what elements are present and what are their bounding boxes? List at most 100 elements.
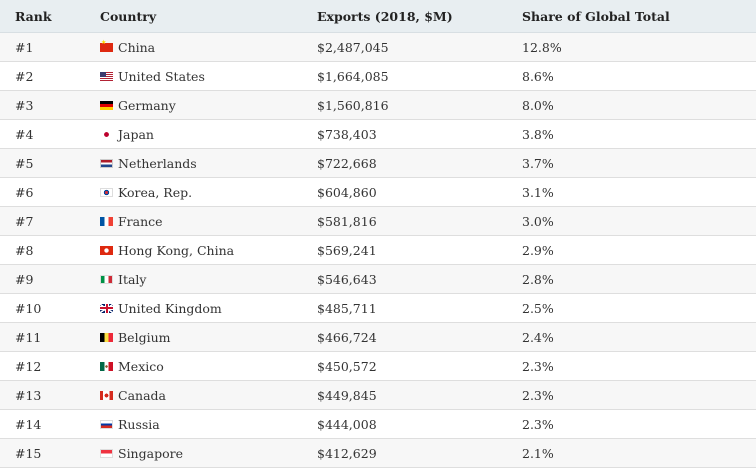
exports-cell: $412,629 [317, 445, 377, 461]
country-name: Germany [118, 97, 176, 113]
country-name: Singapore [118, 445, 183, 461]
exports-cell: $581,816 [317, 213, 377, 229]
country-cell: Belgium [100, 330, 317, 345]
exports-cell: $444,008 [317, 416, 377, 432]
country-cell: Hong Kong, China [100, 243, 317, 258]
mexico-flag-icon [100, 361, 113, 371]
country-cell: Italy [100, 272, 317, 287]
russia-flag-icon [100, 419, 113, 429]
header-rank[interactable]: Rank [15, 8, 52, 24]
rank-cell: #9 [15, 271, 34, 287]
rank-cell: #14 [15, 416, 42, 432]
country-cell: Japan [100, 127, 317, 142]
country-cell: Netherlands [100, 156, 317, 171]
table-row: #14 Russia $444,008 2.3% [0, 410, 756, 439]
country-name: Russia [118, 416, 160, 432]
exports-cell: $546,643 [317, 271, 377, 287]
share-cell: 2.3% [522, 358, 554, 374]
share-cell: 2.5% [522, 300, 554, 316]
rank-cell: #11 [15, 329, 42, 345]
table-row: #10 United Kingdom $485,711 2.5% [0, 294, 756, 323]
japan-flag-icon [100, 129, 113, 139]
rank-cell: #13 [15, 387, 42, 403]
singapore-flag-icon [100, 448, 113, 458]
country-name: Mexico [118, 358, 164, 374]
table-row: #1 China $2,487,045 12.8% [0, 33, 756, 62]
table-row: #12 Mexico $450,572 2.3% [0, 352, 756, 381]
rank-cell: #12 [15, 358, 42, 374]
country-cell: China [100, 39, 317, 55]
table-row: #6 Korea, Rep. $604,860 3.1% [0, 178, 756, 207]
share-cell: 2.1% [522, 445, 554, 461]
table-row: #15 Singapore $412,629 2.1% [0, 439, 756, 468]
rank-cell: #4 [15, 126, 34, 142]
country-cell: Canada [100, 388, 317, 403]
table-row: #7 France $581,816 3.0% [0, 207, 756, 236]
table-row: #5 Netherlands $722,668 3.7% [0, 149, 756, 178]
us-flag-icon [100, 71, 113, 81]
country-cell: France [100, 214, 317, 229]
table-row: #8 Hong Kong, China $569,241 2.9% [0, 236, 756, 265]
table-header: Rank Country Exports (2018, $M) Share of… [0, 0, 756, 33]
exports-cell: $604,860 [317, 184, 377, 200]
country-name: Hong Kong, China [118, 242, 235, 258]
country-cell: Singapore [100, 446, 317, 461]
belgium-flag-icon [100, 332, 113, 342]
exports-cell: $2,487,045 [317, 39, 389, 55]
rank-cell: #8 [15, 242, 34, 258]
share-cell: 8.0% [522, 97, 554, 113]
hong-kong-flag-icon [100, 245, 113, 255]
table-row: #13 Canada $449,845 2.3% [0, 381, 756, 410]
share-cell: 2.9% [522, 242, 554, 258]
exports-cell: $1,664,085 [317, 68, 389, 84]
rank-cell: #6 [15, 184, 34, 200]
country-cell: United Kingdom [100, 301, 317, 316]
header-share[interactable]: Share of Global Total [522, 8, 670, 24]
china-flag-icon [100, 39, 113, 52]
korea-flag-icon [100, 187, 113, 197]
share-cell: 3.8% [522, 126, 554, 142]
exports-cell: $466,724 [317, 329, 377, 345]
country-cell: Germany [100, 98, 317, 113]
share-cell: 3.0% [522, 213, 554, 229]
share-cell: 2.3% [522, 416, 554, 432]
share-cell: 2.8% [522, 271, 554, 287]
table-row: #4 Japan $738,403 3.8% [0, 120, 756, 149]
exports-cell: $450,572 [317, 358, 377, 374]
share-cell: 2.3% [522, 387, 554, 403]
country-name: Canada [118, 387, 166, 403]
share-cell: 2.4% [522, 329, 554, 345]
exports-cell: $722,668 [317, 155, 377, 171]
exports-cell: $1,560,816 [317, 97, 389, 113]
header-exports[interactable]: Exports (2018, $M) [317, 8, 453, 24]
share-cell: 3.1% [522, 184, 554, 200]
country-name: France [118, 213, 163, 229]
netherlands-flag-icon [100, 158, 113, 168]
rank-cell: #3 [15, 97, 34, 113]
rank-cell: #5 [15, 155, 34, 171]
table-row: #9 Italy $546,643 2.8% [0, 265, 756, 294]
exports-cell: $738,403 [317, 126, 377, 142]
uk-flag-icon [100, 303, 113, 313]
rank-cell: #7 [15, 213, 34, 229]
country-name: Italy [118, 271, 147, 287]
rank-cell: #10 [15, 300, 42, 316]
country-name: Japan [118, 126, 154, 142]
country-name: United States [118, 68, 205, 84]
country-name: China [118, 39, 156, 55]
france-flag-icon [100, 216, 113, 226]
rank-cell: #2 [15, 68, 34, 84]
share-cell: 12.8% [522, 39, 562, 55]
exports-cell: $449,845 [317, 387, 377, 403]
germany-flag-icon [100, 100, 113, 110]
country-name: United Kingdom [118, 300, 222, 316]
header-country[interactable]: Country [100, 8, 157, 24]
exports-cell: $569,241 [317, 242, 377, 258]
rank-cell: #1 [15, 39, 34, 55]
italy-flag-icon [100, 274, 113, 284]
table-row: #3 Germany $1,560,816 8.0% [0, 91, 756, 120]
canada-flag-icon [100, 390, 113, 400]
country-name: Netherlands [118, 155, 197, 171]
country-cell: United States [100, 69, 317, 84]
